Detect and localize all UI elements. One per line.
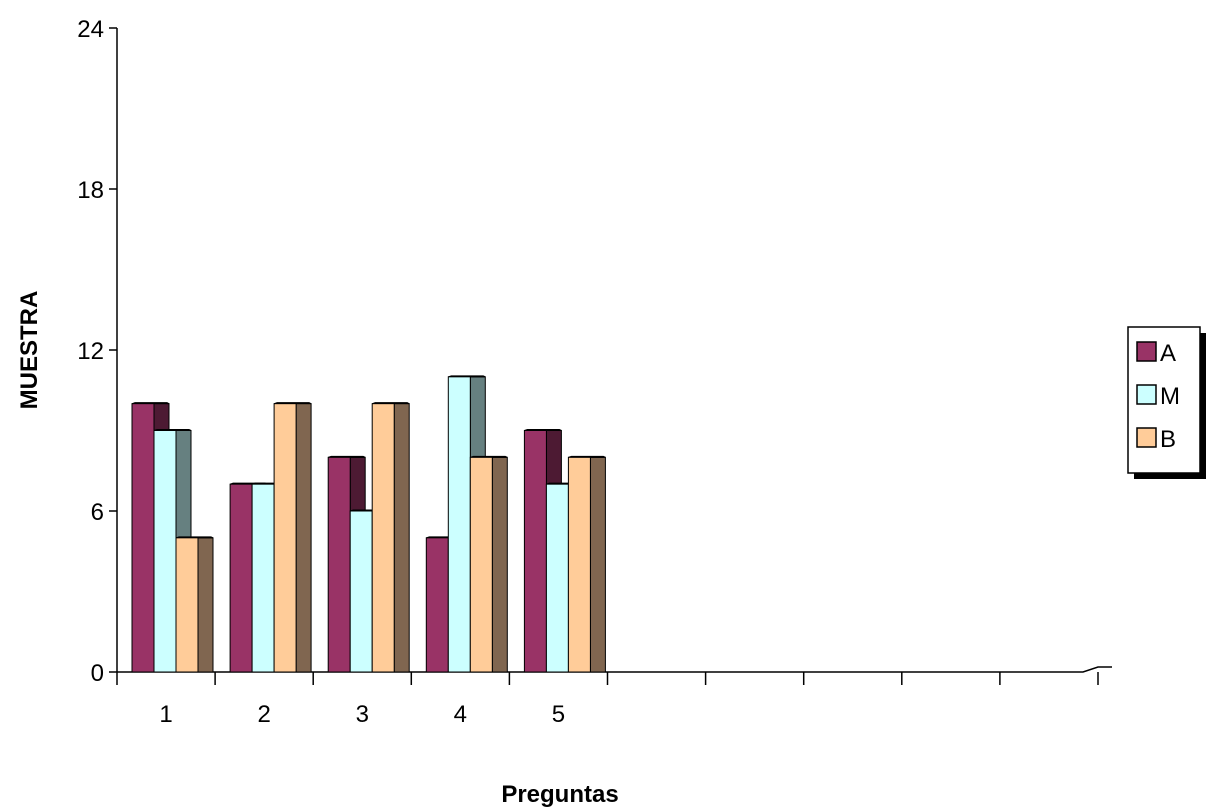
y-tick-label: 18	[77, 177, 104, 204]
bar-front	[545, 483, 569, 673]
bar-front	[327, 456, 351, 673]
bar-front	[447, 376, 471, 673]
bar	[175, 536, 214, 673]
legend: AMB	[1127, 326, 1206, 479]
y-axis-title: MUESTRA	[16, 291, 43, 410]
bar-front	[523, 430, 547, 673]
bar-front	[131, 403, 155, 673]
bar	[273, 402, 312, 673]
bar-front	[175, 537, 199, 673]
bar-side	[393, 403, 410, 673]
legend-swatch	[1136, 427, 1157, 448]
bar-side	[295, 403, 312, 673]
bar-front	[567, 456, 591, 673]
x-tick-label: 1	[159, 701, 172, 728]
bar	[567, 455, 606, 673]
bars	[131, 375, 606, 673]
y-axis: 0 6 12 18 24	[77, 16, 118, 687]
x-tick-label: 5	[552, 701, 565, 728]
bar	[371, 402, 410, 673]
bar-front	[251, 483, 275, 673]
bar-front	[273, 403, 297, 673]
bar-front	[371, 403, 395, 673]
y-tick-label: 0	[91, 660, 104, 687]
x-tick-label: 2	[257, 701, 270, 728]
legend-swatch	[1136, 341, 1157, 362]
bar-front	[153, 430, 177, 673]
bar-front	[229, 483, 253, 673]
bar-side	[589, 456, 606, 673]
y-tick-label: 12	[77, 338, 104, 365]
x-tick-label: 3	[356, 701, 369, 728]
y-tick-label: 6	[91, 499, 104, 526]
y-tick-label: 24	[77, 16, 104, 43]
x-axis-title: Preguntas	[501, 781, 618, 808]
x-axis: 1 2 3 4 5	[116, 666, 1112, 728]
bar	[469, 455, 508, 673]
legend-label: B	[1160, 426, 1176, 453]
bar-side	[491, 456, 508, 673]
legend-swatch	[1136, 384, 1157, 405]
bar-front	[469, 456, 493, 673]
bar-front	[425, 537, 449, 673]
bar-front	[349, 510, 373, 673]
legend-label: M	[1160, 383, 1180, 410]
x-tick-label: 4	[454, 701, 467, 728]
bar-side	[197, 537, 214, 673]
legend-label: A	[1160, 340, 1176, 367]
